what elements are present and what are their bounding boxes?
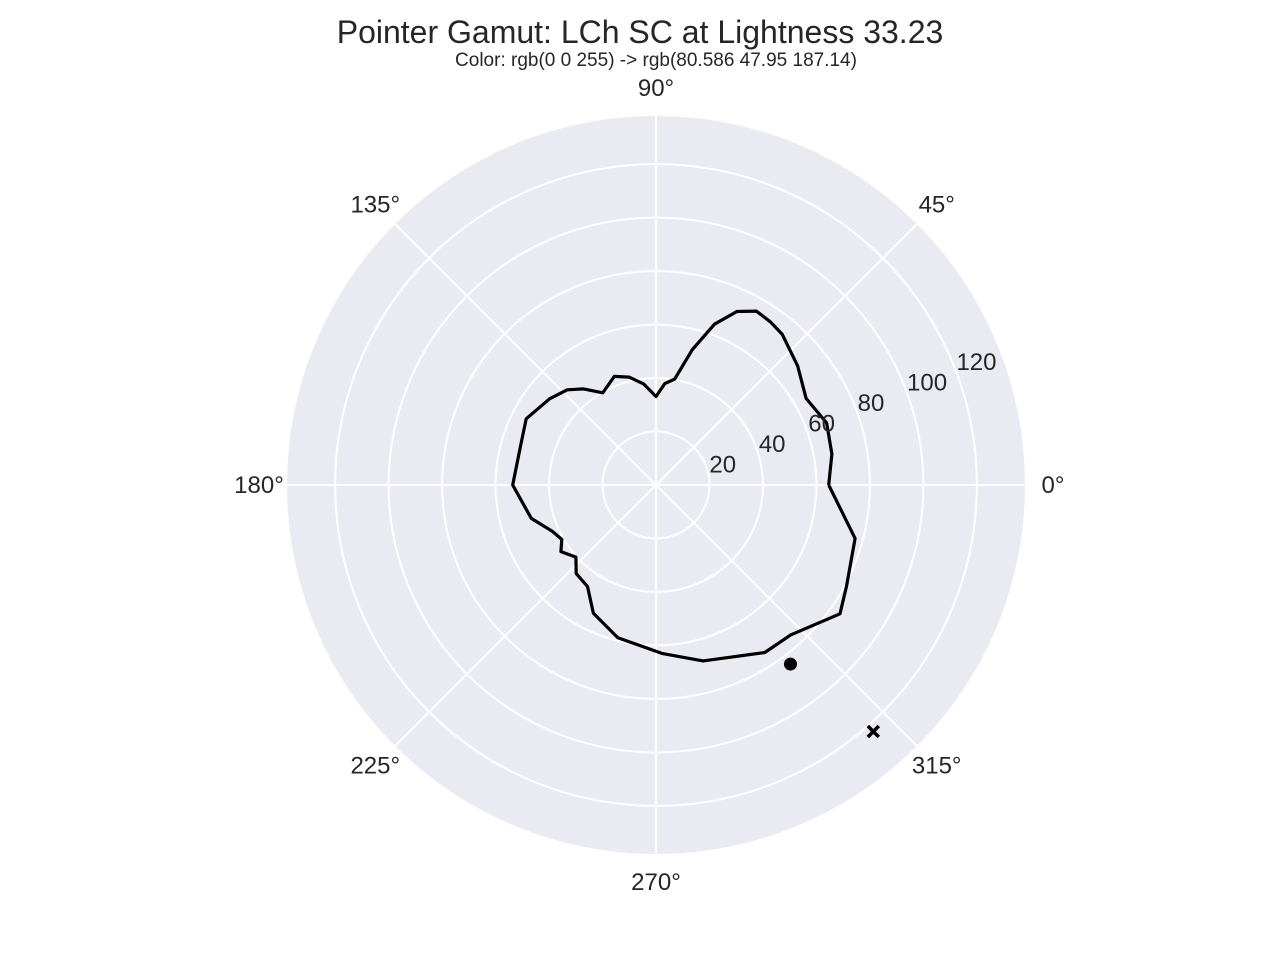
radial-tick-label: 100	[907, 370, 947, 397]
radial-tick-label: 80	[858, 390, 885, 417]
polar-plot-area: 20 40 60 80 100 120 0° 45° 90° 135° 180° 225° 270° 3…	[234, 75, 1064, 896]
angle-gridline-45	[655, 223, 918, 486]
angle-tick-label: 135°	[350, 191, 400, 218]
angle-gridline-225	[394, 484, 657, 747]
gamut-boundary-line	[511, 309, 857, 663]
series-layer	[511, 309, 857, 663]
angle-tick-label: 45°	[919, 191, 955, 218]
angle-tick-label: 270°	[631, 869, 681, 896]
x-marker-stroke-b	[866, 724, 881, 739]
angle-tick-label: 180°	[234, 472, 284, 499]
angle-tick-label: 0°	[1042, 472, 1065, 499]
marker-layer	[783, 657, 881, 739]
original-color-point	[866, 724, 881, 739]
chart-subtitle: Color: rgb(0 0 255) -> rgb(80.586 47.95 …	[455, 50, 857, 71]
radial-tick-label: 20	[709, 452, 736, 479]
chart-title: Pointer Gamut: LCh SC at Lightness 33.23	[337, 14, 944, 50]
angular-gridlines	[287, 116, 1025, 854]
angle-tick-label: 315°	[912, 753, 962, 780]
radial-tick-label: 60	[808, 411, 835, 438]
angle-tick-label: 90°	[638, 75, 674, 102]
radial-tick-labels: 20 40 60 80 100 120	[709, 349, 996, 478]
mapped-color-point	[783, 657, 797, 671]
angle-gridline-135	[394, 223, 657, 486]
angle-tick-labels: 0° 45° 90° 135° 180° 225° 270° 315°	[234, 75, 1064, 896]
radial-tick-label: 120	[956, 349, 996, 376]
angle-gridline-315	[655, 484, 918, 747]
radial-tick-label: 40	[759, 431, 786, 458]
angle-tick-label: 225°	[350, 753, 400, 780]
